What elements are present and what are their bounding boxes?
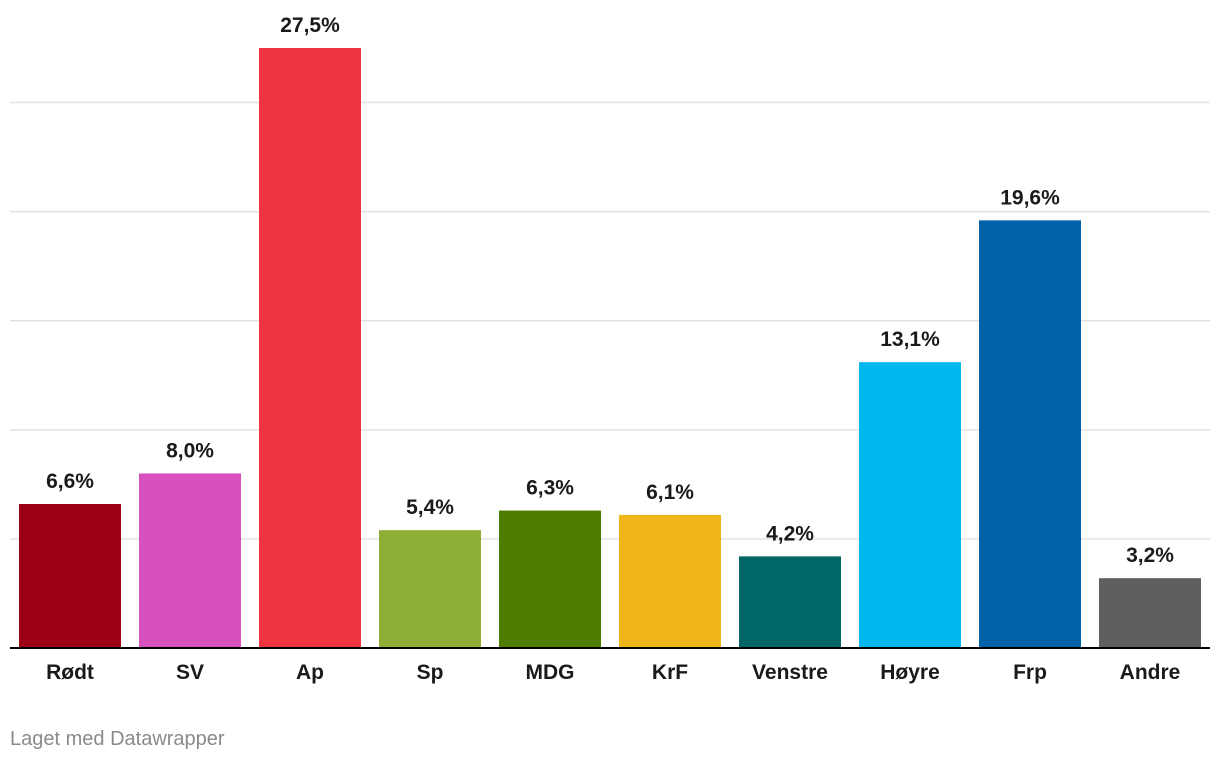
category-label: Høyre bbox=[880, 661, 940, 684]
bar-mdg bbox=[499, 510, 601, 648]
bar-sp bbox=[379, 530, 481, 648]
credit-text: Laget med Datawrapper bbox=[10, 728, 225, 750]
value-label: 19,6% bbox=[1000, 186, 1060, 209]
category-label: Andre bbox=[1120, 661, 1181, 684]
bar-sv bbox=[139, 473, 241, 648]
bars bbox=[19, 48, 1201, 648]
category-label: Venstre bbox=[752, 661, 828, 684]
value-label: 13,1% bbox=[880, 328, 940, 351]
value-label: 27,5% bbox=[280, 14, 340, 37]
category-label: Rødt bbox=[46, 661, 94, 684]
value-label: 6,1% bbox=[646, 481, 694, 504]
category-label: Frp bbox=[1013, 661, 1047, 684]
value-label: 6,3% bbox=[526, 477, 574, 500]
bar-frp bbox=[979, 220, 1081, 648]
category-label: Sp bbox=[417, 661, 444, 684]
category-label: KrF bbox=[652, 661, 688, 684]
bar-høyre bbox=[859, 362, 961, 648]
bar-andre bbox=[1099, 578, 1201, 648]
value-label: 8,0% bbox=[166, 439, 214, 462]
value-label: 4,2% bbox=[766, 522, 814, 545]
category-label: Ap bbox=[296, 661, 324, 684]
category-labels: Rødt SV Ap Sp MDG KrF Venstre Høyre Frp Andre bbox=[46, 661, 1180, 684]
bar-venstre bbox=[739, 556, 841, 648]
value-label: 6,6% bbox=[46, 470, 94, 493]
value-label: 3,2% bbox=[1126, 544, 1174, 567]
value-label: 5,4% bbox=[406, 496, 454, 519]
value-labels: 6,6% 8,0% 27,5% 5,4% 6,3% 6,1% 4,2% 13,1% 19,6% 3… bbox=[46, 14, 1174, 567]
category-label: MDG bbox=[526, 661, 575, 684]
category-label: SV bbox=[176, 661, 204, 684]
bar-rødt bbox=[19, 504, 121, 648]
bar-krf bbox=[619, 514, 721, 648]
bar-ap bbox=[259, 48, 361, 648]
